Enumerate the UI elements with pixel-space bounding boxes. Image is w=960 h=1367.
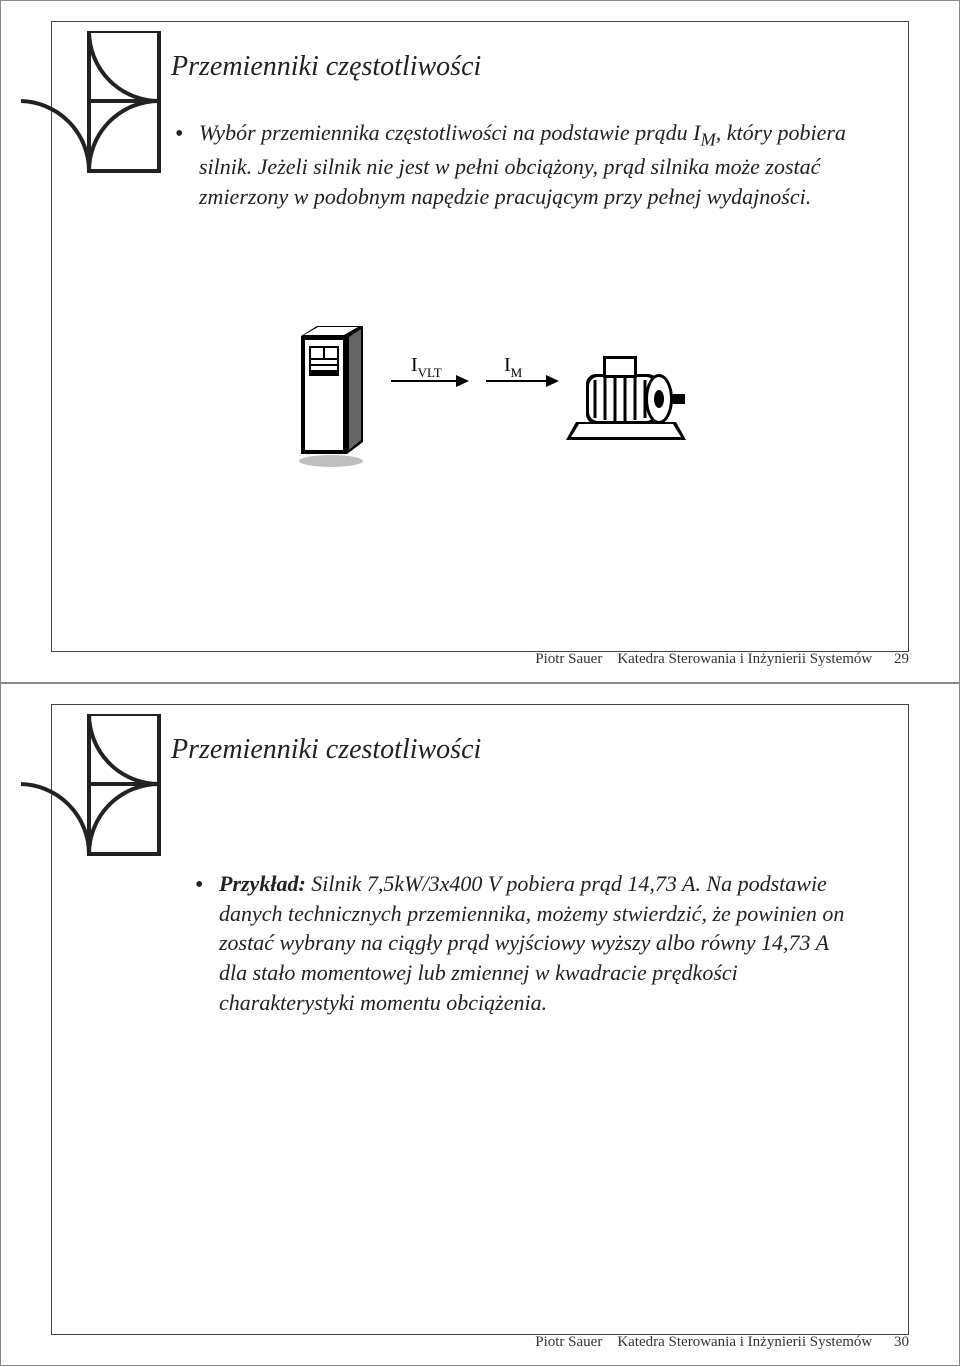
footer-author: Piotr Sauer	[535, 1334, 602, 1350]
bullet-text-part1: Wybór przemiennika częstotliwości na pod…	[199, 120, 701, 145]
arrow-label-left: I	[411, 354, 418, 376]
slide-1: Przemienniki częstotliwości Wybór przemi…	[0, 0, 960, 683]
arrow-label-right-sub: M	[511, 365, 523, 380]
footer-page: 29	[894, 651, 909, 667]
bullet-sub: M	[701, 129, 716, 149]
bullet-item: Przykład: Silnik 7,5kW/3x400 V pobiera p…	[191, 869, 859, 1017]
slide-footer: Piotr Sauer Katedra Sterowania i Inżynie…	[535, 651, 909, 668]
slide-title: Przemienniki czestotliwości	[171, 734, 879, 766]
footer-dept: Katedra Sterowania i Inżynierii Systemów	[617, 1334, 872, 1350]
slide-2: Przemienniki czestotliwości Przykład: Si…	[0, 683, 960, 1366]
svg-text:IVLT: IVLT	[411, 354, 442, 380]
bullet-label: Przykład:	[219, 871, 306, 896]
corner-ornament-icon	[21, 714, 131, 914]
arrow-label-left-sub: VLT	[418, 365, 442, 380]
svg-text:IM: IM	[504, 354, 523, 380]
slide-title: Przemienniki częstotliwości	[171, 51, 879, 83]
arrow-label-right: I	[504, 354, 511, 376]
footer-dept: Katedra Sterowania i Inżynierii Systemów	[617, 651, 872, 667]
bullet-text: Silnik 7,5kW/3x400 V pobiera prąd 14,73 …	[219, 871, 844, 1015]
bullet-item: Wybór przemiennika częstotliwości na pod…	[171, 118, 879, 212]
corner-ornament-icon	[21, 31, 131, 231]
vfd-motor-diagram: IVLT IM	[291, 296, 711, 481]
slide-footer: Piotr Sauer Katedra Sterowania i Inżynie…	[535, 1334, 909, 1351]
footer-author: Piotr Sauer	[535, 651, 602, 667]
footer-page: 30	[894, 1334, 909, 1350]
